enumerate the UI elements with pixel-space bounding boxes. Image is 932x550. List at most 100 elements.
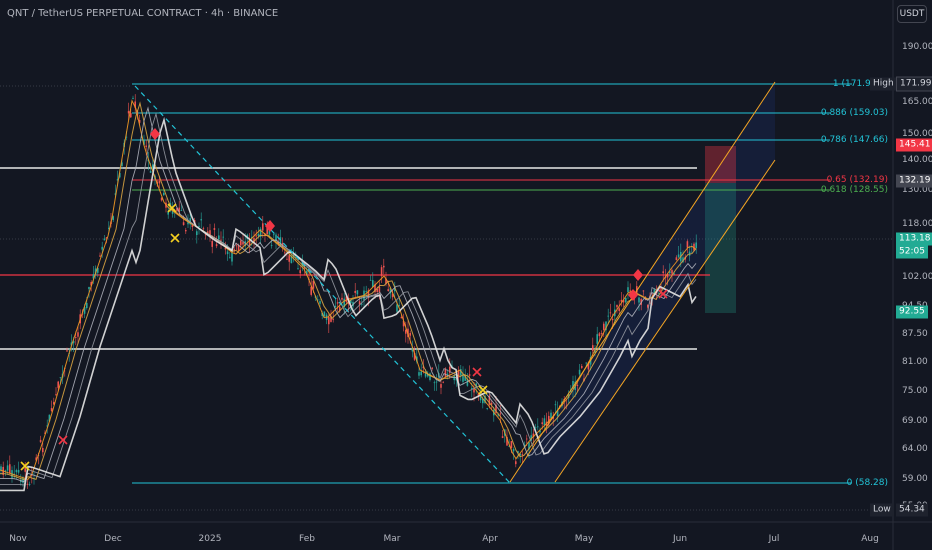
- price-tick: 150.00: [902, 129, 932, 139]
- candle-body: [464, 375, 466, 381]
- candle-body: [187, 222, 189, 225]
- candle-body: [596, 334, 598, 344]
- candle-body: [695, 242, 697, 249]
- candle-body: [468, 374, 471, 376]
- candle-body: [328, 317, 330, 325]
- price-tick: 118.00: [902, 219, 932, 229]
- fib-label-1: 1 (171.99): [832, 79, 880, 89]
- candle-body: [506, 437, 508, 446]
- candle-body: [297, 268, 299, 270]
- candle-body: [200, 219, 202, 221]
- candle-body: [237, 245, 240, 252]
- candle-body: [163, 192, 165, 196]
- candle-body: [396, 304, 398, 312]
- candle-body: [334, 305, 337, 308]
- candle-body: [319, 301, 321, 304]
- candle-body: [339, 306, 341, 311]
- target-zone: [705, 183, 736, 313]
- candle-body: [394, 287, 396, 292]
- high-label: High: [870, 77, 897, 91]
- candle-body: [288, 255, 290, 262]
- candle-body: [517, 451, 519, 454]
- candle-body: [429, 373, 431, 381]
- candle-body: [211, 241, 213, 247]
- candle-body: [600, 333, 603, 334]
- price-tick: 130.00: [902, 185, 932, 195]
- price-tick: 69.00: [902, 416, 928, 426]
- candle-body: [180, 210, 183, 211]
- candle-body: [486, 407, 488, 409]
- candle-body: [59, 377, 62, 379]
- price-tick: 87.50: [902, 329, 928, 339]
- candle-body: [530, 435, 532, 441]
- candle-body: [622, 300, 625, 303]
- candle-body: [97, 267, 99, 273]
- candle-body: [273, 234, 275, 236]
- time-tick: Apr: [482, 534, 498, 544]
- candle-body: [22, 477, 24, 483]
- candle-body: [257, 233, 260, 237]
- low-price-tag: 54.34: [896, 503, 928, 517]
- candle-body: [405, 329, 407, 334]
- candle-body: [398, 305, 400, 306]
- cross-marker: [58, 435, 68, 445]
- candle-body: [413, 353, 416, 360]
- cross-marker: [170, 233, 180, 243]
- candle-body: [490, 402, 493, 405]
- moving-average-line: [0, 101, 697, 481]
- candle-body: [323, 311, 326, 317]
- candle-body: [251, 236, 253, 238]
- price-tick: 140.00: [902, 155, 932, 165]
- time-tick: May: [574, 534, 594, 544]
- candle-body: [620, 299, 623, 302]
- candle-body: [358, 301, 361, 305]
- candle-body: [202, 228, 205, 230]
- time-tick: 2025: [198, 534, 222, 544]
- sell-diamond-marker: [628, 289, 638, 301]
- candle-body: [510, 441, 513, 448]
- candle-body: [48, 414, 51, 422]
- candle-body: [39, 439, 42, 443]
- candle-body: [636, 286, 638, 293]
- candle-body: [369, 279, 372, 281]
- candle-body: [354, 290, 356, 293]
- candle-body: [541, 422, 543, 425]
- candle-body: [440, 384, 442, 388]
- candle-body: [103, 238, 106, 241]
- candle-body: [424, 371, 427, 377]
- candle-body: [442, 381, 444, 383]
- time-tick: Jul: [768, 534, 780, 544]
- candle-body: [70, 342, 73, 346]
- candle-body: [116, 178, 119, 181]
- candle-body: [693, 243, 695, 251]
- candle-body: [215, 244, 218, 247]
- fib-label-0618: 0.618 (128.55): [820, 185, 888, 195]
- candle-body: [605, 321, 607, 331]
- candle-body: [539, 430, 541, 433]
- candle-body: [576, 384, 579, 387]
- candle-body: [479, 396, 482, 401]
- candle-body: [686, 241, 689, 248]
- candle-body: [444, 368, 447, 377]
- candle-body: [143, 140, 145, 145]
- candle-body: [255, 235, 257, 237]
- candle-body: [521, 454, 524, 455]
- candle-body: [15, 470, 18, 473]
- candle-body: [380, 267, 383, 277]
- cross-marker: [167, 203, 177, 213]
- candle-body: [72, 340, 75, 344]
- candle-body: [112, 216, 114, 221]
- candle-body: [196, 231, 198, 236]
- candle-body: [556, 410, 559, 417]
- candle-body: [457, 369, 460, 378]
- sell-diamond-marker: [150, 128, 160, 140]
- candle-body: [101, 246, 103, 250]
- candle-body: [24, 468, 26, 472]
- candle-body: [653, 289, 656, 295]
- candle-body: [603, 323, 605, 330]
- currency-button[interactable]: USDT: [897, 5, 927, 23]
- candle-body: [607, 315, 609, 317]
- candle-body: [411, 347, 414, 352]
- fib-trend-dashed-line: [134, 85, 511, 484]
